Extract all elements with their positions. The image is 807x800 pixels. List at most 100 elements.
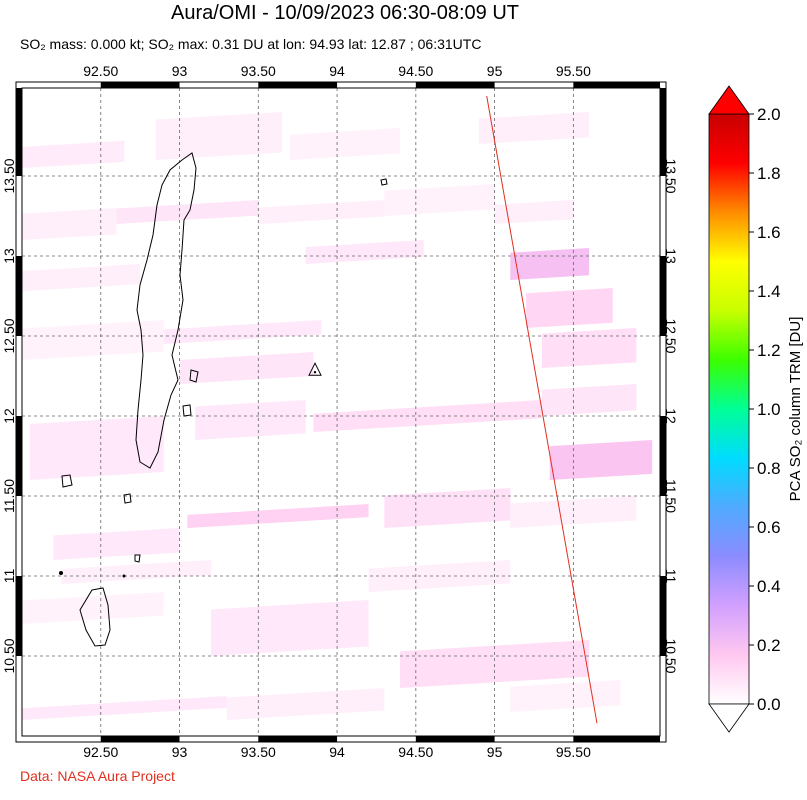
frame-seg-bottom-3 — [258, 736, 338, 742]
x-tick-label-top-5: 95 — [487, 63, 503, 79]
x-tick-label-bottom-1: 93 — [172, 744, 188, 760]
y-tick-label-right-4: 12.50 — [663, 318, 679, 353]
so2-pixel-7 — [384, 184, 495, 216]
so2-pixel-12 — [526, 288, 613, 328]
so2-pixel-1 — [155, 112, 282, 160]
x-tick-label-top-0: 92.50 — [83, 63, 118, 79]
coastline-layer — [59, 152, 388, 647]
so2-pixel-25 — [53, 528, 180, 560]
so2-pixel-20 — [29, 416, 164, 480]
colorbar-bar — [708, 113, 750, 705]
colorbar-tick-label-7: 1.4 — [757, 282, 781, 301]
colorbar-tick-label-0: 0.0 — [757, 695, 781, 714]
grid-lines — [22, 88, 660, 736]
colorbar-tick-label-10: 2.0 — [757, 105, 781, 124]
frame-seg-top-3 — [258, 82, 338, 88]
colorbar-bottom-arrow — [708, 703, 750, 733]
y-tick-label-left-2: 11.50 — [1, 479, 17, 513]
narcondam-island — [380, 178, 388, 186]
small-island-4 — [123, 493, 132, 504]
small-island-5 — [134, 554, 141, 563]
colorbar-tick-label-2: 0.4 — [757, 577, 781, 596]
frame-seg-top-5 — [415, 82, 495, 88]
y-tick-label-right-0: 10.50 — [663, 638, 679, 673]
chart-subtitle: SO₂ mass: 0.000 kt; SO₂ max: 0.31 DU at … — [20, 36, 482, 52]
so2-pixel-16 — [541, 328, 637, 368]
so2-pixel-17 — [313, 400, 542, 432]
data-credit: Data: NASA Aura Project — [20, 768, 175, 784]
y-tick-label-right-5: 13 — [663, 248, 679, 264]
so2-pixel-29 — [22, 592, 164, 624]
y-tick-label-right-1: 11 — [663, 569, 679, 584]
so2-pixel-14 — [22, 320, 164, 360]
swath-edge-line — [486, 95, 598, 724]
frame-seg-right-5 — [660, 256, 666, 336]
colorbar-tick-label-9: 1.8 — [757, 164, 781, 183]
so2-pixel-15 — [179, 352, 314, 384]
x-tick-label-top-2: 93.50 — [241, 63, 276, 79]
colorbar-tick-label-1: 0.2 — [757, 636, 781, 655]
so2-pixel-24 — [510, 496, 637, 528]
so2-pixel-21 — [549, 440, 653, 480]
x-tick-label-bottom-4: 94.50 — [398, 744, 433, 760]
so2-pixel-2 — [289, 128, 401, 160]
colorbar-top-arrow — [708, 85, 750, 115]
small-island-6 — [59, 571, 63, 575]
colorbar-tick-label-6: 1.2 — [757, 341, 781, 360]
so2-pixel-0 — [22, 140, 125, 168]
so2-pixel-26 — [61, 560, 212, 584]
so2-pixel-28 — [211, 600, 369, 656]
y-tick-label-left-4: 12.50 — [1, 318, 17, 353]
x-tick-label-bottom-2: 93.50 — [241, 744, 276, 760]
y-tick-label-left-0: 10.50 — [1, 638, 17, 673]
y-tick-label-left-6: 13.50 — [1, 158, 17, 193]
so2-pixel-18 — [195, 400, 306, 440]
colorbar-ticks: 0.0 0.2 0.4 0.6 0.8 1.0 1.2 1.4 1.6 1.8 2.0 — [749, 105, 781, 714]
x-tick-label-top-3: 94 — [329, 63, 345, 79]
so2-pixel-10 — [510, 248, 590, 280]
so2-pixel-32 — [226, 688, 385, 720]
frame-seg-bottom-1 — [100, 736, 180, 742]
small-island-1 — [61, 474, 73, 488]
x-tick-label-bottom-0: 92.50 — [83, 744, 118, 760]
frame-seg-top-7 — [573, 82, 660, 88]
x-tick-label-top-6: 95.50 — [556, 63, 591, 79]
x-tick-label-bottom-6: 95.50 — [556, 744, 591, 760]
colorbar: 0.0 0.2 0.4 0.6 0.8 1.0 1.2 1.4 1.6 1.8 2.0 PCA SO… — [708, 85, 804, 733]
y-tick-label-left-1: 11 — [1, 569, 17, 584]
axis-tick-labels: 92.50 92.50 93 93 93.50 93.50 94 94 94.50 94.50 95… — [1, 63, 679, 760]
frame-inner — [21, 87, 661, 737]
y-tick-label-left-5: 13 — [1, 248, 17, 264]
small-island-2 — [182, 404, 192, 417]
y-tick-label-right-3: 12 — [663, 408, 679, 424]
colorbar-tick-label-8: 1.6 — [757, 223, 781, 242]
colorbar-tick-label-4: 0.8 — [757, 459, 781, 478]
little-andaman-island — [79, 587, 111, 647]
frame-seg-left-5 — [16, 256, 22, 336]
frame-seg-top-1 — [100, 82, 180, 88]
colorbar-tick-label-3: 0.6 — [757, 518, 781, 537]
so2-pixel-13 — [163, 320, 322, 344]
so2-pixel-23 — [187, 504, 369, 528]
frame-seg-left-7 — [16, 88, 22, 176]
so2-pixel-4 — [22, 208, 117, 240]
y-tick-label-right-2: 11.50 — [663, 479, 679, 513]
map-chart: 92.50 92.50 93 93 93.50 93.50 94 94 94.50 94.50 95… — [1, 63, 804, 760]
so2-pixel-11 — [22, 264, 141, 292]
so2-pixel-3 — [478, 112, 590, 144]
y-tick-label-right-6: 13.50 — [663, 158, 679, 193]
small-island-3 — [189, 369, 199, 383]
small-island-7 — [122, 574, 126, 578]
so2-pixel-9 — [305, 240, 424, 264]
so2-pixel-6 — [258, 200, 385, 224]
so2-pixel-19 — [541, 384, 637, 416]
andaman-north-island — [135, 152, 197, 469]
frame-seg-right-3 — [660, 416, 666, 496]
volcano-marker-icon — [308, 362, 322, 376]
frame-seg-left-3 — [16, 416, 22, 496]
frame-outer — [15, 81, 667, 743]
frame-seg-bottom-7 — [573, 736, 660, 742]
volcano-dot — [313, 371, 317, 374]
so2-pixel-layer — [22, 112, 653, 720]
map-frame — [15, 81, 667, 743]
